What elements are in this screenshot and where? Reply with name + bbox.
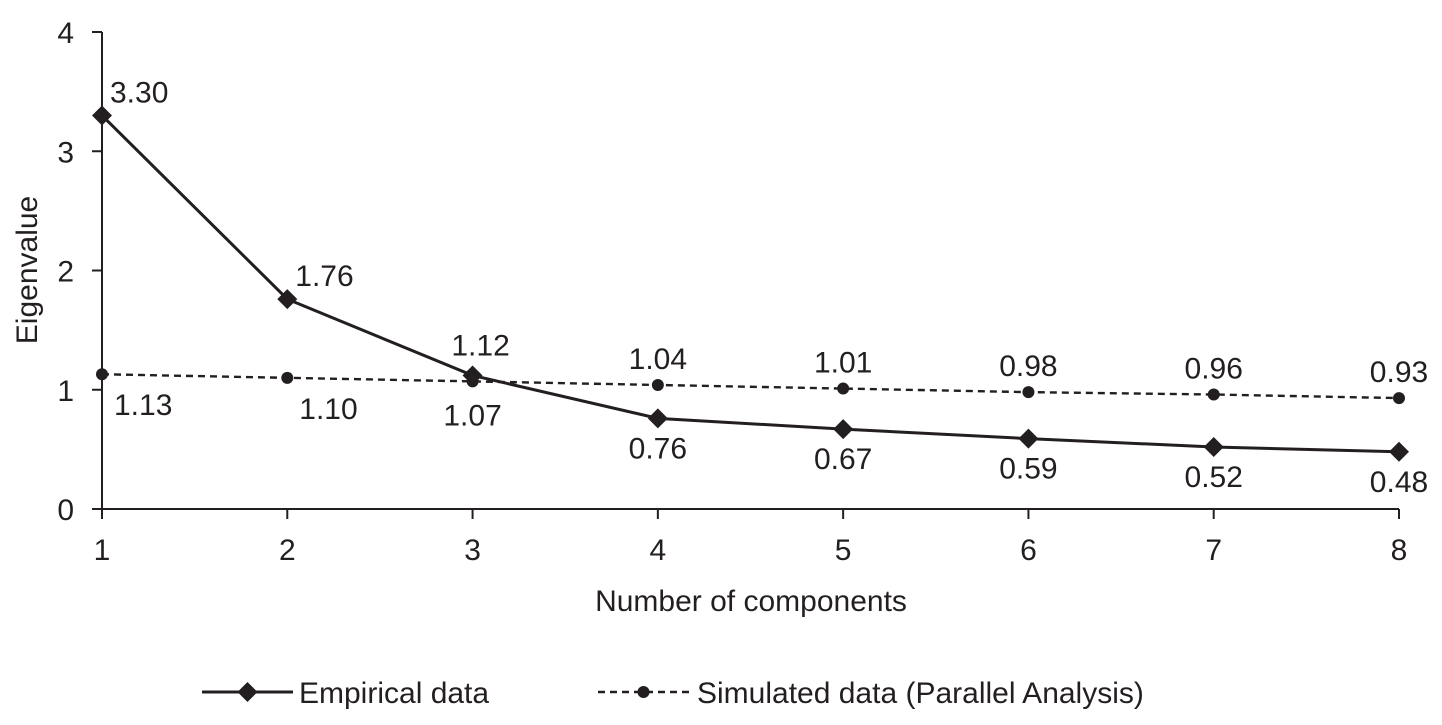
simulated-data-label: 1.04: [629, 343, 687, 376]
x-tick-label: 7: [1205, 534, 1222, 567]
simulated-point: [1393, 392, 1405, 405]
legend-circle-marker-icon: [637, 686, 650, 698]
y-tick-label: 0: [57, 494, 74, 527]
empirical-data-label: 0.76: [629, 432, 687, 465]
y-tick-label: 4: [57, 17, 74, 50]
empirical-point: [647, 408, 668, 429]
empirical-series-line: [100, 114, 1400, 454]
legend-label-simulated: Simulated data (Parallel Analysis): [697, 677, 1144, 710]
empirical-point: [462, 365, 483, 386]
empirical-data-label: 1.76: [295, 260, 353, 293]
x-tick-label: 3: [464, 534, 481, 567]
simulated-data-label: 1.13: [114, 389, 172, 422]
legend-item-simulated: Simulated data (Parallel Analysis): [598, 677, 1144, 710]
x-tick-label: 8: [1391, 534, 1408, 567]
simulated-point: [1207, 388, 1220, 401]
legend-diamond-marker-icon: [237, 682, 258, 702]
empirical-data-label: 0.52: [1185, 461, 1243, 494]
x-tick-label: 2: [279, 534, 296, 567]
x-tick-label: 4: [650, 534, 667, 567]
y-tick-label: 2: [57, 256, 74, 289]
empirical-point: [277, 289, 298, 310]
simulated-data-label: 1.10: [299, 393, 357, 426]
x-tick-label: 1: [94, 534, 111, 567]
empirical-point: [1018, 428, 1039, 449]
empirical-data-label: 0.59: [999, 453, 1057, 486]
simulated-point: [281, 371, 294, 384]
empirical-point: [833, 419, 854, 440]
y-axis-title: Eigenvalue: [11, 196, 44, 344]
legend-label-empirical: Empirical data: [299, 677, 489, 710]
y-axis: 0 1 2 3 4: [57, 17, 103, 527]
y-tick-label: 1: [57, 375, 74, 408]
simulated-point: [837, 382, 850, 395]
empirical-data-label: 0.48: [1370, 466, 1428, 499]
empirical-point: [92, 105, 112, 126]
simulated-data-label: 0.93: [1370, 356, 1428, 389]
data-label-layer: 3.30 1.76 1.12 0.76 0.67 0.59 0.52 0.48 1.13 1.10…: [110, 76, 1428, 498]
simulated-series-line: [101, 373, 1400, 400]
empirical-point: [1203, 436, 1224, 457]
x-axis-title: Number of components: [595, 585, 907, 618]
simulated-point: [96, 368, 108, 381]
empirical-point: [1389, 441, 1409, 462]
simulated-point: [1022, 386, 1035, 399]
legend: Empirical data Simulated data (Parallel …: [202, 677, 1144, 710]
simulated-data-label: 0.98: [999, 350, 1057, 383]
empirical-data-label: 0.67: [814, 443, 872, 476]
legend-item-empirical: Empirical data: [202, 677, 489, 710]
empirical-data-label: 3.30: [110, 76, 168, 109]
simulated-data-label: 1.07: [443, 399, 501, 432]
x-axis: 1 2 3 4 5 6 7 8: [94, 508, 1408, 567]
x-tick-label: 6: [1020, 534, 1037, 567]
y-tick-label: 3: [57, 136, 74, 169]
simulated-data-label: 1.01: [814, 347, 872, 380]
simulated-point: [651, 378, 664, 391]
x-tick-label: 5: [835, 534, 852, 567]
simulated-data-label: 0.96: [1185, 353, 1243, 386]
series-layer: [92, 105, 1409, 462]
empirical-data-label: 1.12: [451, 329, 509, 362]
